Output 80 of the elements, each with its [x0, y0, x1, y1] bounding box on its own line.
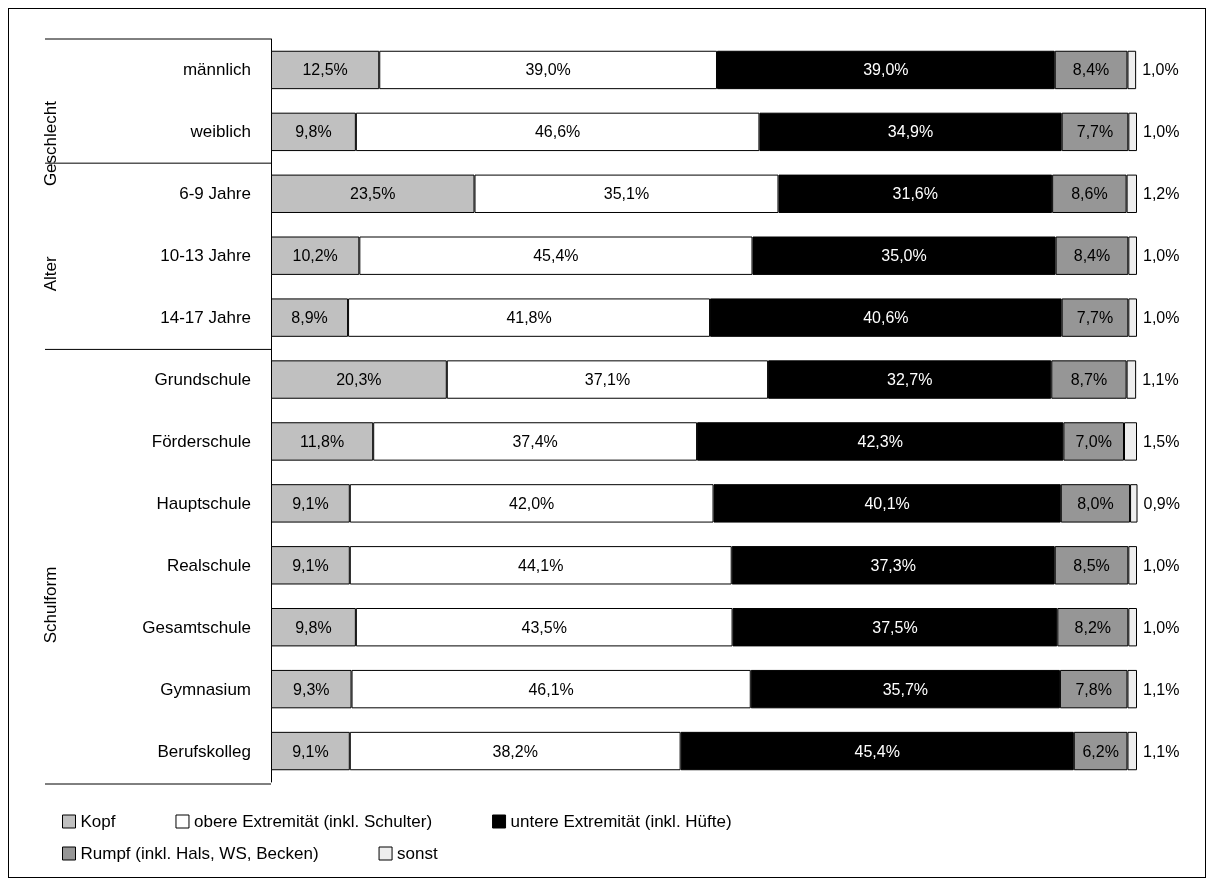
legend-label: obere Extremität (inkl. Schulter) — [193, 812, 433, 831]
data-label: 35,1% — [603, 185, 650, 203]
data-label: 7,7% — [1076, 309, 1114, 327]
data-label: 35,7% — [882, 680, 929, 698]
data-label: 41,8% — [506, 309, 552, 327]
y-tick-label: Hauptschule — [156, 493, 251, 513]
data-label: 38,2% — [492, 742, 538, 760]
data-label: 37,1% — [584, 371, 631, 389]
y-tick-label: 6-9 Jahre — [179, 184, 251, 204]
data-label: 1,0% — [1143, 618, 1180, 636]
data-label: 8,2% — [1074, 618, 1112, 636]
data-label: 7,8% — [1075, 680, 1112, 698]
y-tick-label: Berufskolleg — [157, 741, 251, 761]
data-label: 1,2% — [1143, 185, 1180, 203]
data-label: 8,0% — [1077, 494, 1114, 512]
data-label: 1,0% — [1143, 556, 1180, 574]
data-label: 37,3% — [870, 556, 916, 574]
data-label: 1,1% — [1142, 371, 1179, 389]
data-label: 32,7% — [886, 371, 933, 389]
data-label: 8,6% — [1071, 185, 1108, 203]
data-label: 9,1% — [292, 494, 329, 512]
data-label: 40,6% — [863, 309, 909, 327]
data-label: 9,3% — [293, 680, 330, 698]
data-label: 46,1% — [528, 680, 574, 698]
text: Geschlecht — [41, 100, 60, 187]
legend-label: Kopf — [80, 812, 116, 831]
data-label: 9,1% — [292, 556, 329, 574]
data-label: 8,4% — [1072, 61, 1110, 79]
data-label: 43,5% — [521, 618, 567, 636]
text: Alter — [41, 255, 60, 292]
data-label: 35,0% — [881, 247, 927, 265]
data-label: 45,4% — [854, 742, 900, 760]
data-label: 7,7% — [1076, 123, 1114, 141]
y-tick-label: Grundschule — [154, 370, 251, 390]
data-label: 0,9% — [1143, 494, 1180, 512]
data-label: 20,3% — [336, 371, 382, 389]
data-label: 8,7% — [1070, 371, 1108, 389]
data-label: 39,0% — [863, 61, 909, 79]
legend-label: Rumpf (inkl. Hals, WS, Becken) — [80, 844, 319, 863]
data-label: 1,1% — [1143, 680, 1180, 698]
data-label: 10,2% — [292, 247, 338, 265]
data-label: 6,2% — [1082, 742, 1119, 760]
data-label: 42,3% — [857, 432, 903, 450]
y-tick-label: 14-17 Jahre — [160, 308, 251, 328]
data-label: 1,0% — [1143, 247, 1180, 265]
y-tick-label: weiblich — [189, 122, 251, 142]
data-label: 8,4% — [1073, 247, 1111, 265]
data-label: 1,5% — [1143, 432, 1180, 450]
data-label: 12,5% — [302, 61, 348, 79]
data-label: 45,4% — [533, 247, 579, 265]
data-label: 34,9% — [887, 123, 934, 141]
data-label: 31,6% — [892, 185, 938, 203]
data-label: 7,0% — [1075, 432, 1112, 450]
data-label: 1,1% — [1143, 742, 1180, 760]
data-label: 37,4% — [512, 432, 558, 450]
data-label: 9,8% — [295, 618, 332, 636]
data-label: 1,0% — [1142, 61, 1179, 79]
data-label: 8,5% — [1073, 556, 1110, 574]
legend-label: sonst — [397, 844, 438, 863]
data-label: 1,0% — [1143, 123, 1180, 141]
data-label: 9,8% — [295, 123, 332, 141]
data-label: 40,1% — [864, 494, 910, 512]
data-label: 46,6% — [534, 123, 581, 141]
data-label: 11,8% — [300, 432, 345, 450]
data-label: 9,1% — [292, 742, 329, 760]
y-tick-label: Gesamtschule — [142, 617, 251, 637]
y-tick-label: Gymnasium — [160, 679, 251, 699]
data-label: 8,9% — [291, 309, 328, 327]
data-label: 44,1% — [518, 556, 564, 574]
y-tick-label: Förderschule — [151, 431, 251, 451]
y-tick-label: männlich — [182, 60, 251, 80]
legend-label: untere Extremität (inkl. Hüfte) — [510, 812, 732, 831]
data-label: 42,0% — [508, 494, 555, 512]
data-label: 39,0% — [525, 61, 571, 79]
y-tick-label: Realschule — [166, 555, 251, 575]
text: Schulform — [41, 566, 60, 644]
data-label: 1,0% — [1143, 309, 1180, 327]
y-tick-label: 10-13 Jahre — [160, 246, 251, 266]
data-label: 23,5% — [350, 185, 396, 203]
data-label: 37,5% — [872, 618, 918, 636]
